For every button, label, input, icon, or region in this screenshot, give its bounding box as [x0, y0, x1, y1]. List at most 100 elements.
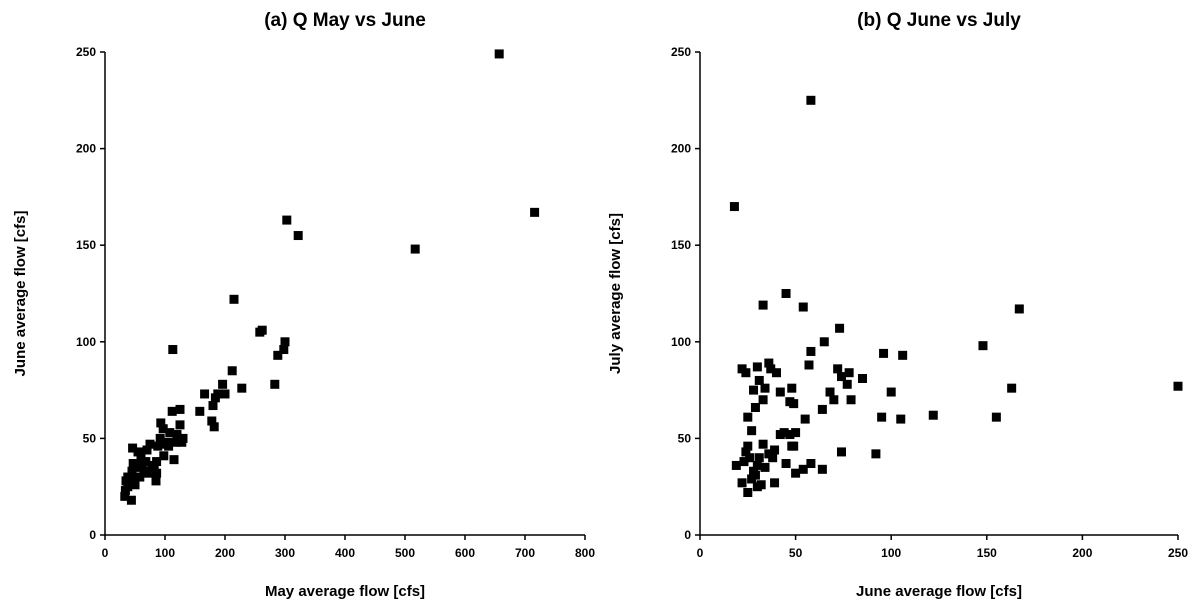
- point: [978, 341, 988, 351]
- x-tick-label: 150: [977, 546, 997, 560]
- point: [175, 404, 185, 414]
- point: [237, 383, 247, 393]
- chart-title: (b) Q June vs July: [857, 10, 1021, 31]
- point: [200, 389, 210, 399]
- point: [153, 441, 163, 451]
- point: [280, 337, 290, 347]
- point: [218, 379, 228, 389]
- point: [750, 402, 760, 412]
- point: [829, 395, 839, 405]
- point: [817, 464, 827, 474]
- point: [741, 368, 751, 378]
- point: [842, 379, 852, 389]
- y-tick-label: 200: [671, 142, 691, 156]
- point: [120, 486, 130, 496]
- point: [739, 457, 749, 467]
- point: [175, 420, 185, 430]
- point: [836, 372, 846, 382]
- point: [835, 323, 845, 333]
- x-tick-label: 100: [881, 546, 901, 560]
- point: [804, 360, 814, 370]
- point: [879, 348, 889, 358]
- point: [791, 468, 801, 478]
- point: [760, 383, 770, 393]
- x-tick-label: 250: [1168, 546, 1188, 560]
- point: [171, 437, 181, 447]
- point: [787, 383, 797, 393]
- point: [142, 445, 152, 455]
- y-axis-label: July average flow [cfs]: [607, 213, 624, 374]
- point: [229, 294, 239, 304]
- point: [877, 412, 887, 422]
- point: [898, 350, 908, 360]
- point: [145, 439, 155, 449]
- y-tick-label: 250: [76, 45, 96, 59]
- point: [128, 459, 138, 469]
- x-tick-label: 0: [102, 546, 109, 560]
- x-axis-label: June average flow [cfs]: [856, 583, 1022, 600]
- point: [844, 368, 854, 378]
- point: [819, 337, 829, 347]
- point: [165, 428, 175, 438]
- point: [785, 397, 795, 407]
- y-tick-label: 100: [671, 335, 691, 349]
- point: [886, 387, 896, 397]
- point: [410, 244, 420, 254]
- point: [836, 447, 846, 457]
- point: [127, 466, 137, 476]
- point: [789, 441, 799, 451]
- point: [806, 95, 816, 105]
- point: [167, 406, 177, 416]
- point: [791, 428, 801, 438]
- point: [270, 379, 280, 389]
- point: [172, 430, 182, 440]
- y-tick-label: 50: [83, 431, 97, 445]
- point: [135, 472, 145, 482]
- point: [126, 495, 136, 505]
- y-tick-label: 50: [678, 431, 692, 445]
- point: [781, 289, 791, 298]
- point: [168, 345, 178, 355]
- y-tick-label: 150: [76, 238, 96, 252]
- point: [825, 387, 835, 397]
- point: [1007, 383, 1017, 393]
- point: [273, 350, 283, 360]
- point: [155, 433, 165, 443]
- point: [220, 389, 230, 399]
- point: [743, 487, 753, 497]
- y-tick-label: 250: [671, 45, 691, 59]
- point: [806, 346, 816, 356]
- point: [210, 393, 220, 403]
- point: [896, 414, 906, 424]
- point: [293, 231, 303, 241]
- point: [158, 424, 168, 434]
- point: [991, 412, 1001, 422]
- point: [741, 447, 751, 457]
- point: [737, 478, 747, 488]
- point: [747, 474, 757, 484]
- point: [749, 466, 759, 476]
- point: [282, 215, 292, 225]
- point: [798, 302, 808, 312]
- point: [760, 462, 770, 472]
- x-tick-label: 600: [455, 546, 475, 560]
- point: [257, 325, 267, 335]
- point: [227, 366, 237, 376]
- x-tick-label: 300: [275, 546, 295, 560]
- point: [159, 451, 169, 461]
- y-tick-label: 150: [671, 238, 691, 252]
- point: [764, 358, 774, 368]
- point: [928, 410, 938, 420]
- point: [120, 491, 130, 501]
- x-axis-label: May average flow [cfs]: [265, 583, 425, 600]
- y-axis-label: June average flow [cfs]: [12, 211, 29, 377]
- point: [785, 430, 795, 440]
- point: [137, 460, 147, 470]
- point: [208, 401, 218, 411]
- point: [770, 478, 780, 488]
- point: [147, 462, 157, 472]
- point: [164, 441, 174, 451]
- x-tick-label: 700: [515, 546, 535, 560]
- point: [129, 472, 139, 482]
